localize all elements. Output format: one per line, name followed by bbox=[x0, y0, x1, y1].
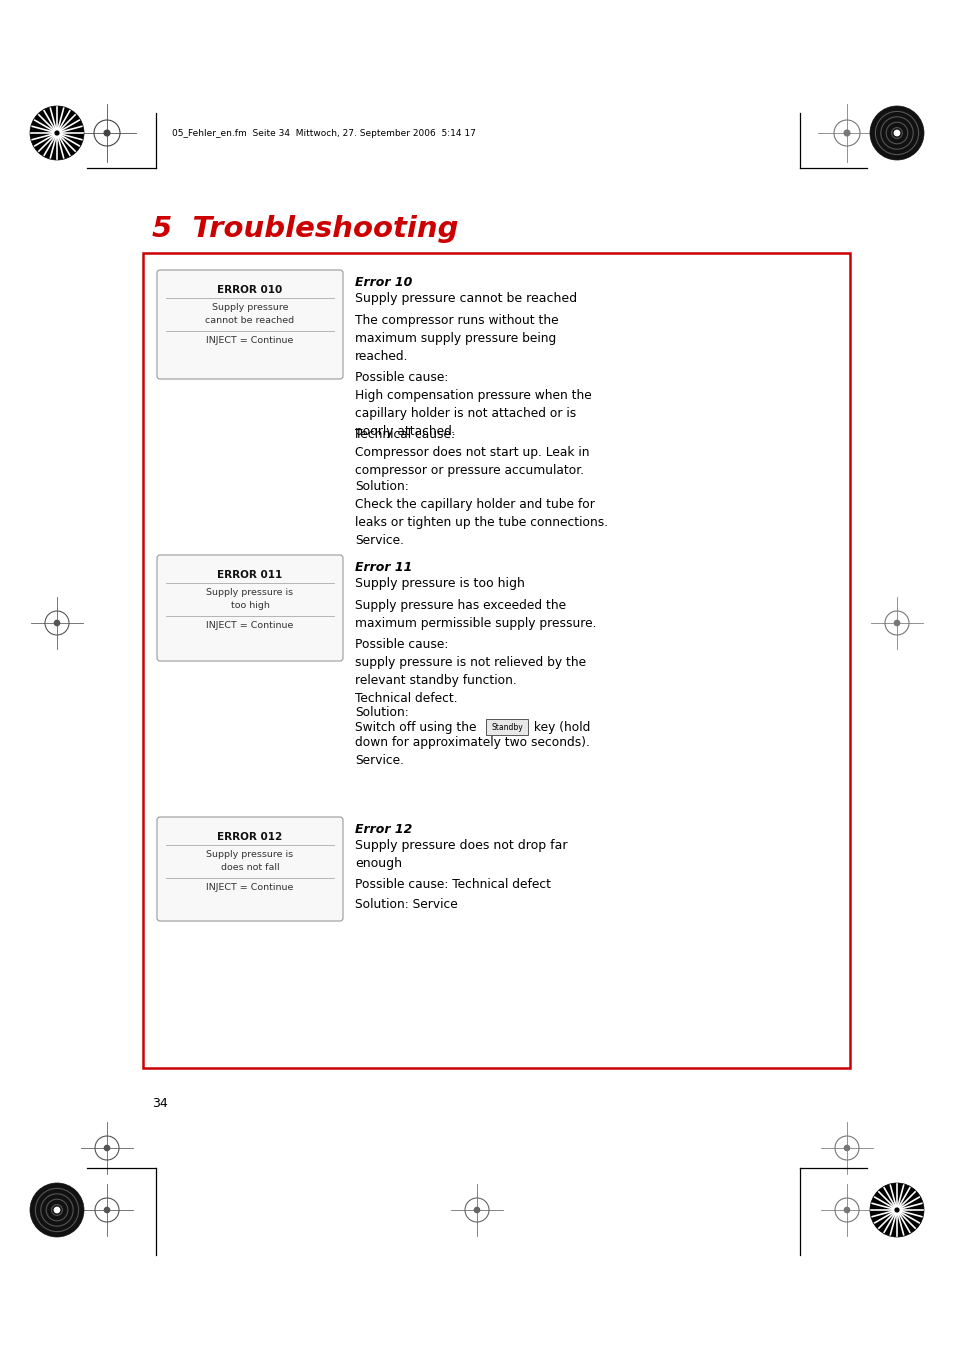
Bar bbox=[143, 253, 849, 1069]
Text: 5  Troubleshooting: 5 Troubleshooting bbox=[152, 215, 458, 243]
Circle shape bbox=[104, 1208, 110, 1213]
Circle shape bbox=[893, 130, 899, 135]
Circle shape bbox=[893, 620, 899, 626]
Text: key (hold: key (hold bbox=[530, 721, 590, 734]
Circle shape bbox=[104, 1146, 110, 1151]
Circle shape bbox=[869, 1183, 923, 1238]
Circle shape bbox=[891, 1205, 901, 1215]
Text: ERROR 011: ERROR 011 bbox=[217, 570, 282, 580]
Circle shape bbox=[52, 128, 62, 138]
Circle shape bbox=[30, 1183, 84, 1238]
Text: The compressor runs without the
maximum supply pressure being
reached.: The compressor runs without the maximum … bbox=[355, 313, 558, 363]
Text: down for approximately two seconds).
Service.: down for approximately two seconds). Ser… bbox=[355, 736, 589, 767]
Text: INJECT = Continue: INJECT = Continue bbox=[206, 884, 294, 892]
Text: 05_Fehler_en.fm  Seite 34  Mittwoch, 27. September 2006  5:14 17: 05_Fehler_en.fm Seite 34 Mittwoch, 27. S… bbox=[172, 128, 476, 138]
Text: too high: too high bbox=[231, 601, 269, 611]
Text: Solution:: Solution: bbox=[355, 707, 408, 719]
Text: Supply pressure cannot be reached: Supply pressure cannot be reached bbox=[355, 292, 577, 305]
Text: Error 10: Error 10 bbox=[355, 276, 412, 289]
Text: 34: 34 bbox=[152, 1097, 168, 1111]
FancyBboxPatch shape bbox=[157, 817, 343, 921]
Text: cannot be reached: cannot be reached bbox=[205, 316, 294, 326]
FancyBboxPatch shape bbox=[157, 270, 343, 380]
Text: ERROR 012: ERROR 012 bbox=[217, 832, 282, 842]
Circle shape bbox=[104, 130, 110, 136]
Text: INJECT = Continue: INJECT = Continue bbox=[206, 336, 294, 345]
Circle shape bbox=[843, 1208, 849, 1213]
FancyBboxPatch shape bbox=[157, 555, 343, 661]
Text: Possible cause:
High compensation pressure when the
capillary holder is not atta: Possible cause: High compensation pressu… bbox=[355, 372, 591, 438]
Circle shape bbox=[843, 130, 849, 136]
Circle shape bbox=[55, 131, 59, 135]
Circle shape bbox=[843, 1146, 849, 1151]
Text: Possible cause:
supply pressure is not relieved by the
relevant standby function: Possible cause: supply pressure is not r… bbox=[355, 638, 585, 705]
Text: Error 12: Error 12 bbox=[355, 823, 412, 836]
Circle shape bbox=[54, 620, 60, 626]
Text: Technical cause:
Compressor does not start up. Leak in
compressor or pressure ac: Technical cause: Compressor does not sta… bbox=[355, 428, 589, 477]
Text: Supply pressure has exceeded the
maximum permissible supply pressure.: Supply pressure has exceeded the maximum… bbox=[355, 598, 596, 630]
Circle shape bbox=[894, 1208, 898, 1212]
Text: Supply pressure is too high: Supply pressure is too high bbox=[355, 577, 524, 590]
Text: Supply pressure is: Supply pressure is bbox=[206, 588, 294, 597]
Circle shape bbox=[54, 1208, 60, 1213]
Text: Possible cause: Technical defect: Possible cause: Technical defect bbox=[355, 878, 551, 892]
Text: Solution:
Check the capillary holder and tube for
leaks or tighten up the tube c: Solution: Check the capillary holder and… bbox=[355, 480, 607, 547]
Text: ERROR 010: ERROR 010 bbox=[217, 285, 282, 295]
Text: Supply pressure is: Supply pressure is bbox=[206, 850, 294, 859]
Text: INJECT = Continue: INJECT = Continue bbox=[206, 621, 294, 630]
Text: does not fall: does not fall bbox=[220, 863, 279, 871]
FancyBboxPatch shape bbox=[485, 719, 527, 735]
Circle shape bbox=[30, 105, 84, 159]
Text: Standby: Standby bbox=[491, 723, 522, 731]
Circle shape bbox=[869, 105, 923, 159]
Text: Supply pressure does not drop far
enough: Supply pressure does not drop far enough bbox=[355, 839, 567, 870]
Text: Switch off using the: Switch off using the bbox=[355, 721, 480, 734]
Text: Supply pressure: Supply pressure bbox=[212, 303, 288, 312]
Circle shape bbox=[474, 1208, 479, 1213]
Text: Error 11: Error 11 bbox=[355, 561, 412, 574]
Text: Solution: Service: Solution: Service bbox=[355, 898, 457, 911]
